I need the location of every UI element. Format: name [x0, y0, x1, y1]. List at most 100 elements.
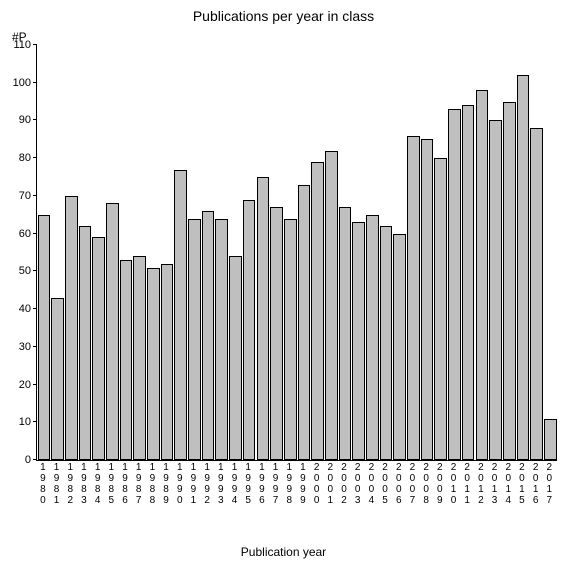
bar — [407, 136, 420, 460]
y-tick-mark — [33, 270, 37, 271]
bar — [380, 226, 393, 460]
x-tick-label: 1985 — [109, 462, 115, 506]
x-tick-label: 1992 — [204, 462, 210, 506]
x-axis-label: Publication year — [0, 545, 567, 559]
x-tick-slot: 2010 — [447, 462, 461, 508]
y-tick-label: 20 — [19, 379, 37, 391]
x-tick-label: 1997 — [273, 462, 279, 506]
x-tick-slot: 1983 — [77, 462, 91, 508]
bar-slot — [516, 45, 530, 460]
y-tick-label: 10 — [19, 416, 37, 428]
bar — [544, 419, 557, 461]
x-tick-slot: 1982 — [63, 462, 77, 508]
x-tick-slot: 1994 — [228, 462, 242, 508]
bar-slot — [51, 45, 65, 460]
x-tick-slot: 2002 — [337, 462, 351, 508]
x-tick-slot: 1998 — [282, 462, 296, 508]
x-tick-slot: 1990 — [173, 462, 187, 508]
chart-container: Publications per year in class #P 010203… — [0, 0, 567, 567]
bar-slot — [393, 45, 407, 460]
bar-slot — [420, 45, 434, 460]
x-tick-label: 1987 — [136, 462, 142, 506]
y-tick-mark — [33, 195, 37, 196]
bar — [284, 219, 297, 460]
x-tick-slot: 1999 — [296, 462, 310, 508]
bar — [120, 260, 133, 460]
bar-slot — [174, 45, 188, 460]
bar — [421, 139, 434, 460]
x-tick-label: 1986 — [122, 462, 128, 506]
x-tick-label: 1990 — [177, 462, 183, 506]
plot-area: 0102030405060708090100110 — [36, 45, 557, 461]
x-tick-label: 2008 — [423, 462, 429, 506]
bar-slot — [201, 45, 215, 460]
bar — [339, 207, 352, 460]
x-tick-slot: 1995 — [241, 462, 255, 508]
x-tick-label: 1981 — [54, 462, 60, 506]
x-tick-label: 2000 — [314, 462, 320, 506]
y-tick-label: 50 — [19, 265, 37, 277]
bar — [243, 200, 256, 460]
y-tick-label: 110 — [13, 39, 37, 51]
bar-slot — [64, 45, 78, 460]
x-tick-slot: 2012 — [474, 462, 488, 508]
x-tick-label: 2002 — [341, 462, 347, 506]
x-tick-slot: 1988 — [146, 462, 160, 508]
bar-slot — [283, 45, 297, 460]
x-tick-label: 1996 — [259, 462, 265, 506]
bar-slot — [311, 45, 325, 460]
x-tick-label: 2014 — [505, 462, 511, 506]
y-tick-mark — [33, 82, 37, 83]
bar-slot — [147, 45, 161, 460]
bar — [434, 158, 447, 460]
x-tick-slot: 1984 — [91, 462, 105, 508]
y-tick-mark — [33, 119, 37, 120]
bar-slot — [543, 45, 557, 460]
bar — [517, 75, 530, 460]
x-tick-label: 1993 — [218, 462, 224, 506]
x-tick-label: 1995 — [245, 462, 251, 506]
bar-slot — [489, 45, 503, 460]
x-tick-label: 1983 — [81, 462, 87, 506]
bar-slot — [215, 45, 229, 460]
x-tick-label: 1999 — [300, 462, 306, 506]
bar — [325, 151, 338, 460]
x-tick-label: 2010 — [451, 462, 457, 506]
x-tick-label: 2011 — [464, 462, 470, 506]
y-tick-label: 90 — [19, 114, 37, 126]
bar-slot — [105, 45, 119, 460]
bar — [352, 222, 365, 460]
bar — [133, 256, 146, 460]
x-tick-label: 2017 — [547, 462, 553, 506]
bar — [65, 196, 78, 460]
x-tick-label: 2007 — [410, 462, 416, 506]
x-tick-slot: 1980 — [36, 462, 50, 508]
x-tick-slot: 2001 — [323, 462, 337, 508]
y-tick-mark — [33, 421, 37, 422]
bar — [174, 170, 187, 461]
x-tick-slot: 1997 — [269, 462, 283, 508]
bar — [202, 211, 215, 460]
bar-slot — [461, 45, 475, 460]
x-tick-slot: 2011 — [460, 462, 474, 508]
y-tick-mark — [33, 459, 37, 460]
x-tick-label: 2006 — [396, 462, 402, 506]
bar-slot — [530, 45, 544, 460]
bar — [79, 226, 92, 460]
x-tick-slot: 2009 — [433, 462, 447, 508]
bar — [448, 109, 461, 460]
bar — [38, 215, 51, 460]
bars-group — [37, 45, 557, 460]
x-tick-slot: 2013 — [488, 462, 502, 508]
x-tick-label: 2001 — [328, 462, 334, 506]
bar-slot — [78, 45, 92, 460]
bar-slot — [324, 45, 338, 460]
bar-slot — [475, 45, 489, 460]
x-tick-slot: 2015 — [515, 462, 529, 508]
x-tick-label: 2012 — [478, 462, 484, 506]
bar — [270, 207, 283, 460]
x-tick-slot: 2016 — [529, 462, 543, 508]
x-tick-slot: 1989 — [159, 462, 173, 508]
y-tick-label: 30 — [19, 341, 37, 353]
x-tick-slot: 2005 — [378, 462, 392, 508]
